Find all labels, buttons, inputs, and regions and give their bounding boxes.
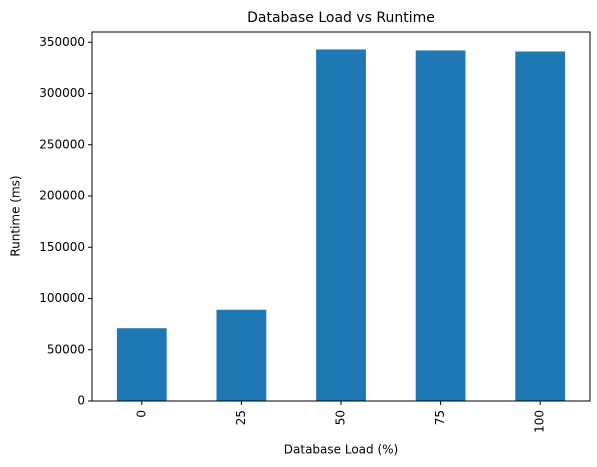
bar bbox=[515, 51, 566, 401]
chart-title: Database Load vs Runtime bbox=[247, 10, 435, 26]
bar bbox=[415, 50, 466, 401]
y-tick-label: 0 bbox=[77, 394, 85, 408]
x-tick-label: 50 bbox=[334, 410, 348, 425]
x-axis-label: Database Load (%) bbox=[284, 443, 398, 457]
x-tick-label: 75 bbox=[433, 410, 447, 425]
x-tick-label: 25 bbox=[234, 410, 248, 425]
y-tick-label: 100000 bbox=[39, 291, 85, 305]
bar bbox=[116, 328, 167, 401]
y-tick-label: 250000 bbox=[39, 137, 85, 151]
plot-frame bbox=[91, 31, 591, 402]
y-axis-label: Runtime (ms) bbox=[9, 175, 23, 256]
y-tick-label: 50000 bbox=[47, 342, 85, 356]
bar bbox=[216, 309, 267, 401]
x-tick-label: 0 bbox=[134, 410, 148, 418]
x-tick-label: 100 bbox=[533, 410, 547, 433]
y-tick-label: 300000 bbox=[39, 86, 85, 100]
y-tick-label: 150000 bbox=[39, 240, 85, 254]
y-tick-label: 200000 bbox=[39, 189, 85, 203]
bar bbox=[316, 49, 366, 402]
y-tick-label: 350000 bbox=[39, 35, 85, 49]
